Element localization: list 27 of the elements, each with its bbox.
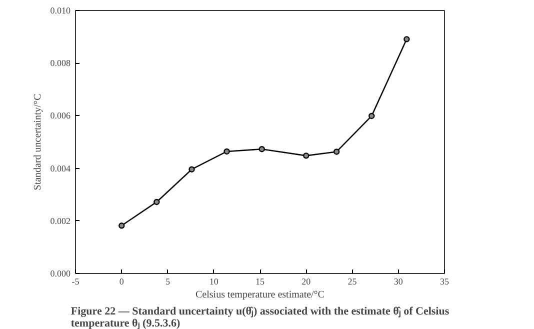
- y-tick-label: 0.010: [50, 6, 71, 16]
- y-tick-label: 0.004: [50, 163, 71, 174]
- x-tick-label: 15: [256, 276, 265, 286]
- x-tick-label: 10: [209, 276, 219, 286]
- x-tick-label: 20: [302, 276, 312, 286]
- x-tick-label: 25: [348, 276, 358, 286]
- point: [258, 146, 265, 152]
- x-tick-label: -5: [72, 276, 80, 286]
- y-tick-label: 0.008: [50, 58, 71, 68]
- point: [188, 166, 195, 172]
- x-axis-title: Celsius temperature estimate/°C: [196, 290, 325, 300]
- x-tick-label: 5: [166, 276, 170, 286]
- x-tick-label: 35: [440, 276, 450, 286]
- point: [303, 152, 310, 159]
- y-axis-title: Standard uncertainty/°C: [32, 93, 44, 190]
- point: [333, 148, 340, 155]
- point: [224, 148, 230, 155]
- x-tick-label: 30: [394, 276, 404, 286]
- point: [154, 198, 160, 206]
- point: [118, 222, 125, 229]
- point: [404, 36, 410, 42]
- y-tick-label: 0.002: [50, 216, 70, 226]
- x-tick-label: 0: [119, 276, 124, 286]
- text: Figure 22 — Standard uncertainty u(θ̂ⱼ) associated with the estimate θ̂ⱼ of Celsius temperature θⱼ (9.5.3.6): [70, 306, 450, 329]
- y-tick-label: 0.000: [50, 268, 71, 278]
- y-tick-label: 0.006: [50, 110, 71, 121]
- point: [368, 112, 375, 120]
